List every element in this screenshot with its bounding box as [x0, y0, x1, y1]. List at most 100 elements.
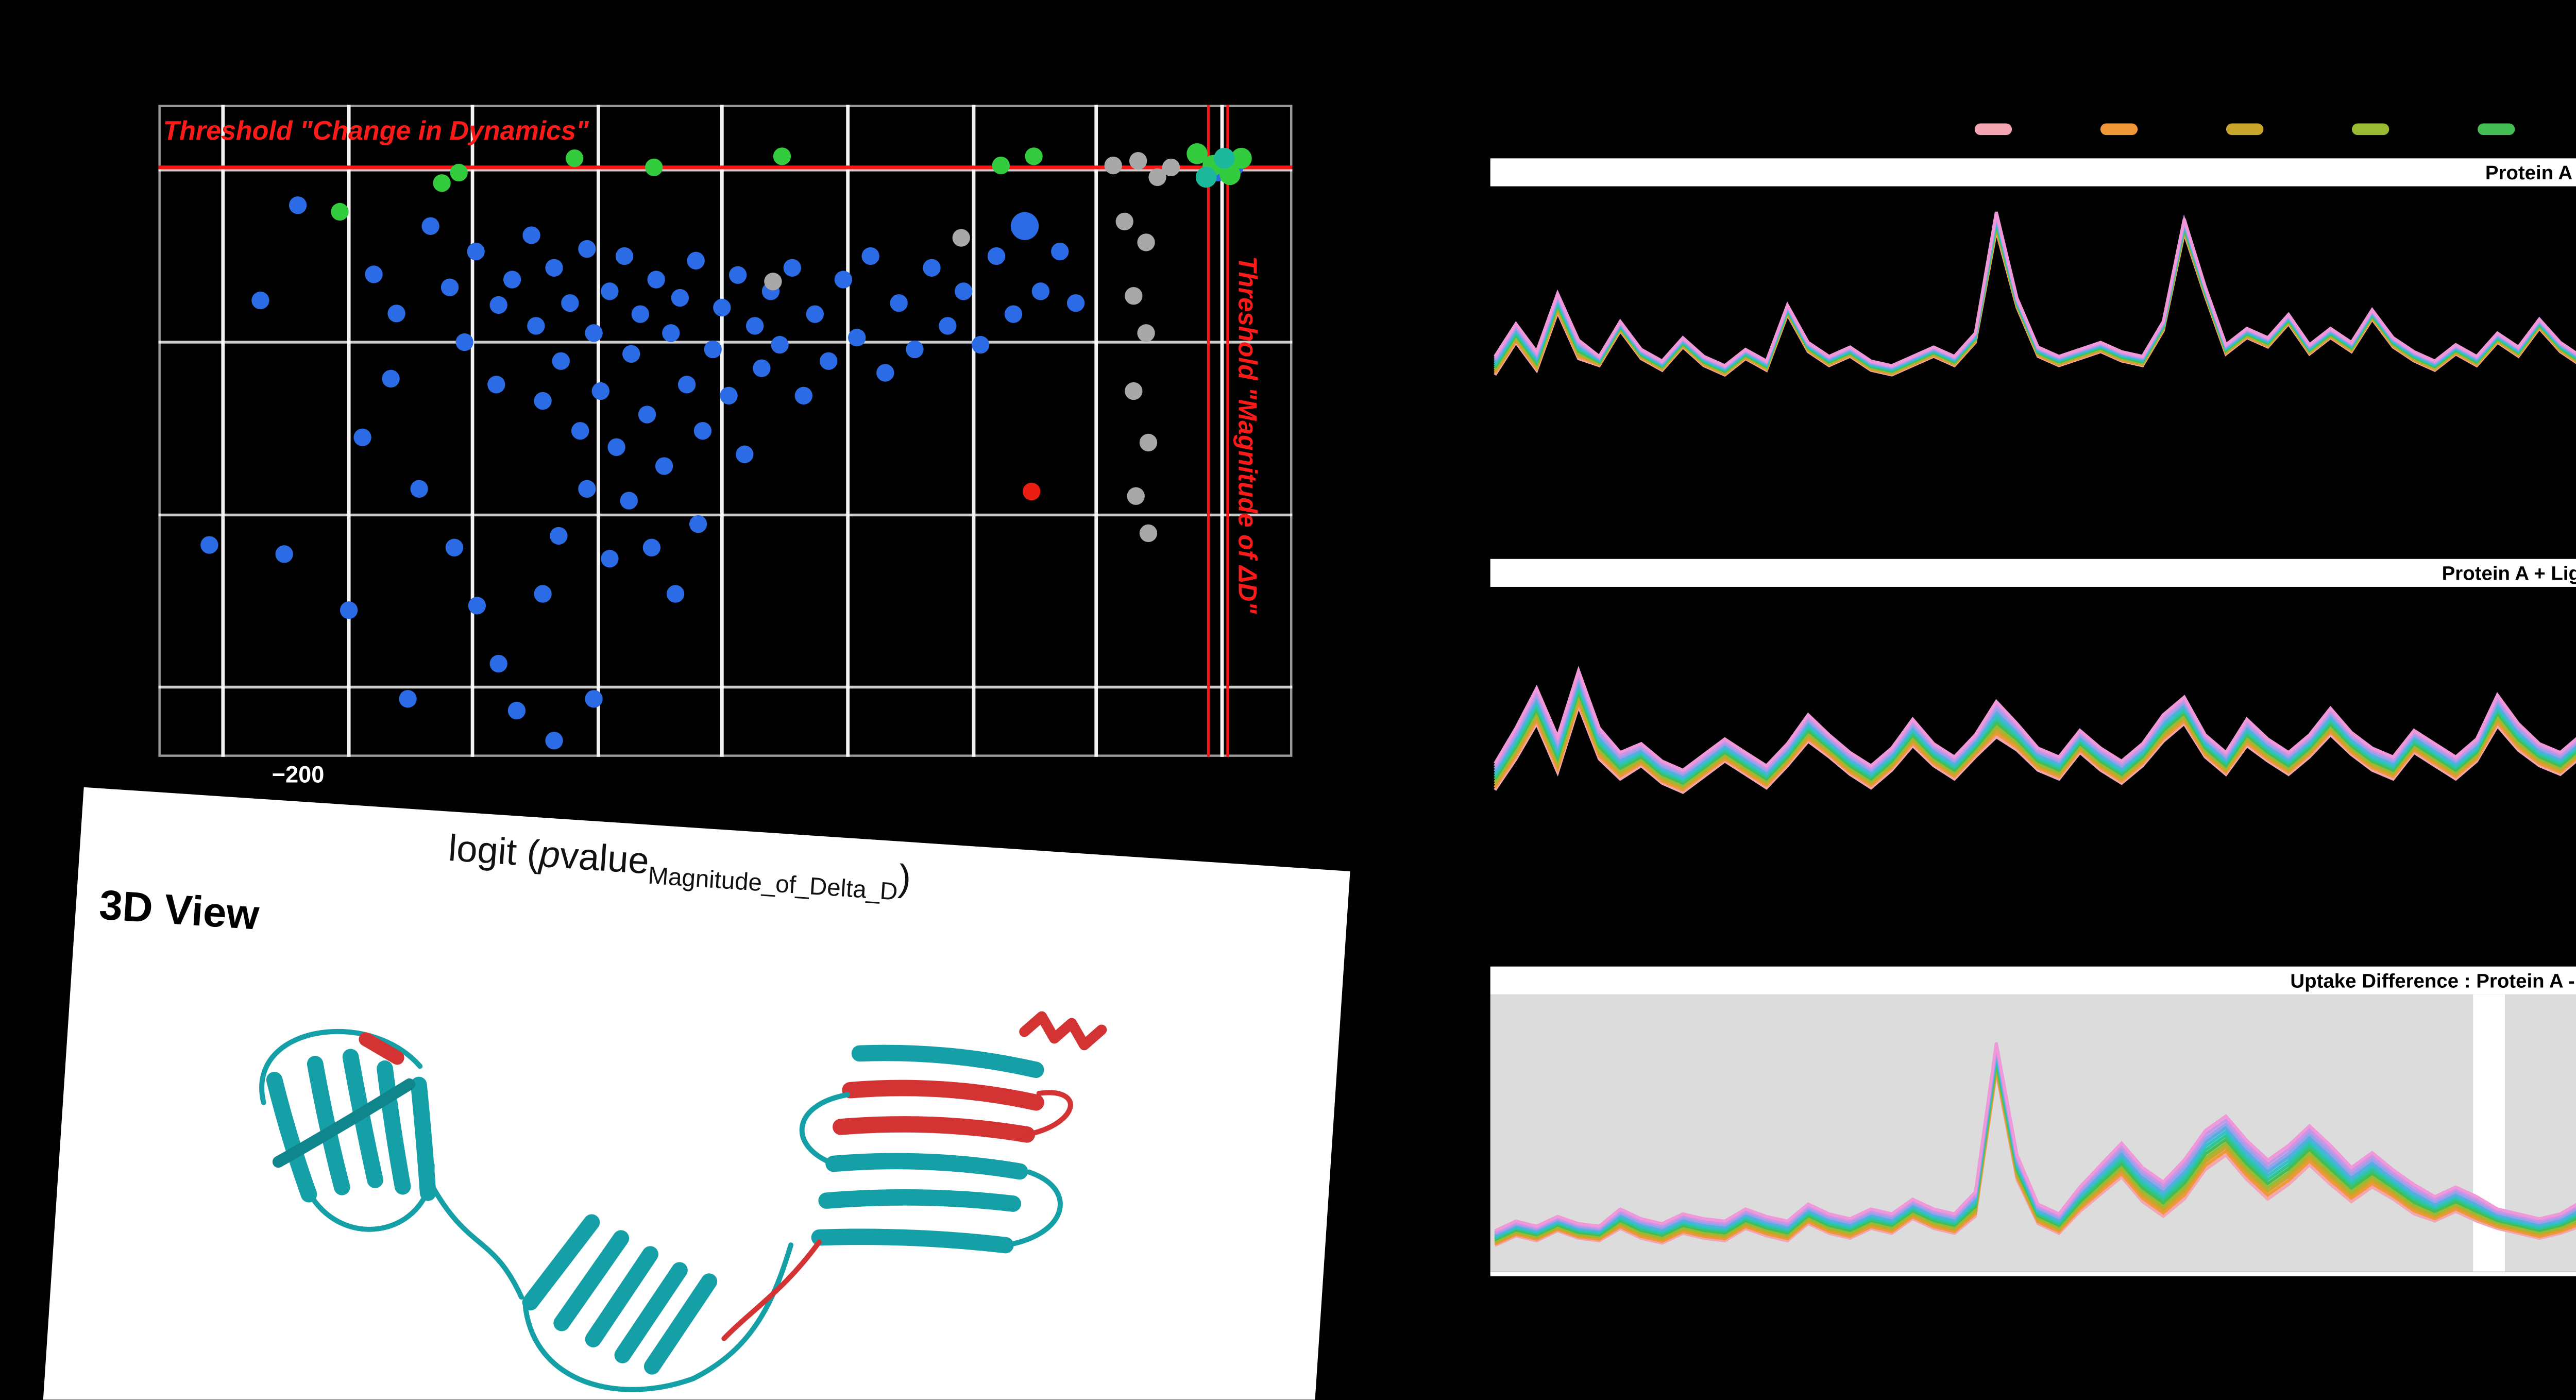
scatter-point[interactable]	[1104, 156, 1122, 175]
scatter-point[interactable]	[1115, 212, 1133, 231]
scatter-point[interactable]	[820, 352, 838, 370]
scatter-point[interactable]	[1129, 152, 1147, 170]
scatter-point[interactable]	[489, 296, 507, 314]
scatter-point[interactable]	[467, 242, 485, 261]
uptake-lines-svg[interactable]	[1490, 187, 2576, 541]
scatter-point[interactable]	[1125, 287, 1143, 305]
scatter-point[interactable]	[645, 158, 663, 177]
scatter-point[interactable]	[671, 289, 689, 307]
uptake-line[interactable]	[1494, 1057, 2576, 1245]
scatter-point[interactable]	[387, 305, 405, 323]
uptake-line[interactable]	[1494, 1060, 2576, 1247]
scatter-point[interactable]	[861, 247, 879, 265]
scatter-point[interactable]	[503, 271, 521, 289]
scatter-point[interactable]	[1031, 282, 1050, 300]
scatter-point[interactable]	[561, 294, 579, 312]
scatter-point[interactable]	[1066, 294, 1085, 312]
scatter-point[interactable]	[1125, 382, 1143, 400]
scatter-point[interactable]	[687, 251, 705, 270]
legend-swatch[interactable]	[2351, 123, 2389, 136]
scatter-point[interactable]	[1025, 147, 1043, 165]
scatter-point[interactable]	[620, 492, 638, 510]
scatter-point[interactable]	[720, 386, 738, 404]
scatter-point[interactable]	[638, 406, 656, 424]
scatter-point[interactable]	[353, 428, 371, 446]
scatter-point[interactable]	[534, 585, 552, 603]
scatter-point[interactable]	[876, 364, 894, 382]
uptake-line[interactable]	[1494, 644, 2576, 783]
scatter-point[interactable]	[954, 282, 973, 300]
scatter-point[interactable]	[440, 278, 459, 296]
scatter-point[interactable]	[331, 203, 349, 221]
uptake-line[interactable]	[1494, 1042, 2576, 1241]
uptake-line[interactable]	[1494, 1045, 2576, 1242]
scatter-point[interactable]	[534, 392, 552, 410]
scatter-point[interactable]	[834, 271, 853, 289]
scatter-point[interactable]	[736, 445, 754, 463]
uptake-difference-chart[interactable]	[1490, 994, 2576, 1276]
uptake-lines-svg[interactable]	[1490, 587, 2576, 943]
scatter-point[interactable]	[622, 345, 640, 363]
uptake-line[interactable]	[1494, 656, 2576, 787]
uptake-line[interactable]	[1494, 632, 2576, 779]
scatter-point[interactable]	[550, 527, 568, 545]
scatter-point[interactable]	[601, 550, 619, 568]
scatter-point[interactable]	[382, 369, 400, 388]
uptake-chart-protein-a-ligand[interactable]	[1490, 586, 2576, 943]
uptake-line[interactable]	[1494, 619, 2576, 774]
scatter-point[interactable]	[289, 196, 307, 214]
uptake-line[interactable]	[1494, 626, 2576, 777]
scatter-point[interactable]	[545, 259, 563, 277]
scatter-point[interactable]	[677, 376, 696, 394]
scatter-point[interactable]	[522, 226, 540, 244]
uptake-line[interactable]	[1494, 1051, 2576, 1244]
scatter-point[interactable]	[939, 317, 957, 335]
uptake-line[interactable]	[1494, 1062, 2576, 1247]
legend-swatch[interactable]	[2478, 123, 2515, 136]
scatter-point[interactable]	[662, 324, 680, 342]
scatter-point[interactable]	[693, 421, 712, 440]
legend-swatch[interactable]	[1974, 123, 2012, 136]
scatter-point[interactable]	[1214, 147, 1235, 169]
scatter-point[interactable]	[753, 359, 771, 377]
uptake-line[interactable]	[1494, 226, 2576, 403]
scatter-point[interactable]	[468, 597, 486, 615]
uptake-line[interactable]	[1494, 1066, 2576, 1249]
scatter-point[interactable]	[421, 217, 439, 235]
scatter-point[interactable]	[445, 538, 464, 556]
uptake-line[interactable]	[1494, 613, 2576, 772]
scatter-point[interactable]	[783, 259, 801, 277]
uptake-line[interactable]	[1494, 227, 2576, 410]
scatter-point[interactable]	[1004, 305, 1023, 323]
scatter-point[interactable]	[1148, 168, 1166, 187]
scatter-point[interactable]	[200, 536, 218, 554]
scatter-point[interactable]	[527, 317, 545, 335]
scatter-point[interactable]	[1023, 482, 1041, 501]
uptake-line[interactable]	[1494, 1048, 2576, 1243]
scatter-point[interactable]	[655, 457, 673, 475]
uptake-line[interactable]	[1494, 1071, 2576, 1251]
scatter-point[interactable]	[487, 376, 505, 394]
scatter-point[interactable]	[552, 352, 570, 370]
scatter-point[interactable]	[365, 265, 383, 283]
scatter-point[interactable]	[1139, 433, 1158, 452]
scatter-point[interactable]	[450, 163, 468, 182]
uptake-line[interactable]	[1494, 1069, 2576, 1250]
scatter-point[interactable]	[275, 545, 293, 563]
volcano-chart[interactable]	[158, 105, 1293, 757]
scatter-point[interactable]	[771, 335, 789, 354]
volcano-scatter-svg[interactable]	[158, 105, 1293, 757]
scatter-point[interactable]	[1051, 242, 1069, 261]
uptake-line[interactable]	[1494, 224, 2576, 396]
legend-swatch[interactable]	[2100, 123, 2138, 136]
protein-ribbon[interactable]	[61, 928, 1330, 1399]
scatter-point[interactable]	[1231, 147, 1252, 169]
viewer-3d-panel[interactable]: logit (pvalueMagnitude_of_Delta_D) 3D Vi…	[37, 787, 1350, 1400]
scatter-point[interactable]	[399, 690, 417, 708]
scatter-point[interactable]	[1139, 524, 1158, 543]
scatter-point[interactable]	[1127, 487, 1145, 505]
uptake-line[interactable]	[1494, 663, 2576, 790]
scatter-point[interactable]	[340, 601, 358, 619]
scatter-point[interactable]	[689, 515, 707, 533]
scatter-point[interactable]	[489, 654, 507, 673]
